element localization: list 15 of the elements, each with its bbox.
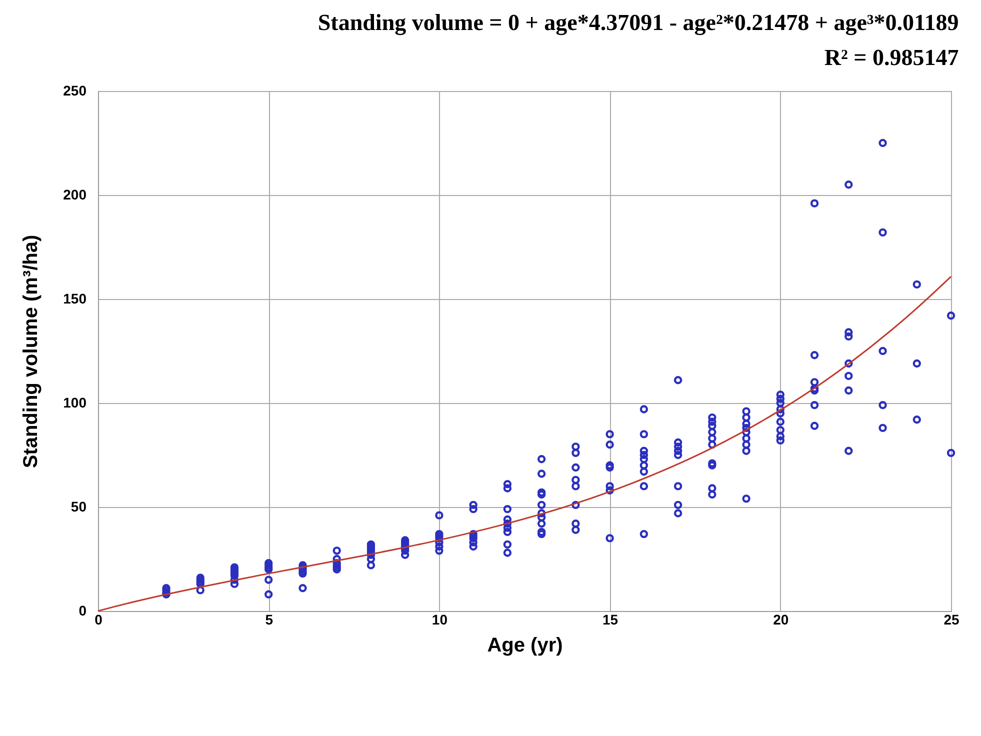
- x-tick-label: 10: [432, 612, 448, 628]
- y-tick-label: 250: [63, 82, 87, 98]
- x-tick-label: 0: [94, 612, 103, 628]
- chart-title: Standing volume = 0 + age*4.37091 - age²*0.21478 + age³*0.01189: [318, 10, 959, 36]
- y-tick-label: 200: [63, 186, 87, 202]
- x-tick-label: 15: [602, 612, 618, 628]
- y-tick-label: 150: [63, 290, 87, 306]
- x-tick-label: 25: [944, 612, 960, 628]
- y-tick-label: 50: [70, 498, 87, 514]
- chart-subtitle: R² = 0.985147: [824, 45, 959, 70]
- x-tick-label: 20: [773, 612, 789, 628]
- x-tick-label: 5: [265, 612, 274, 628]
- y-tick-label: 100: [63, 394, 87, 410]
- x-axis-title: Age (yr): [487, 634, 563, 656]
- y-axis-title: Standing volume (m³/ha): [20, 234, 42, 468]
